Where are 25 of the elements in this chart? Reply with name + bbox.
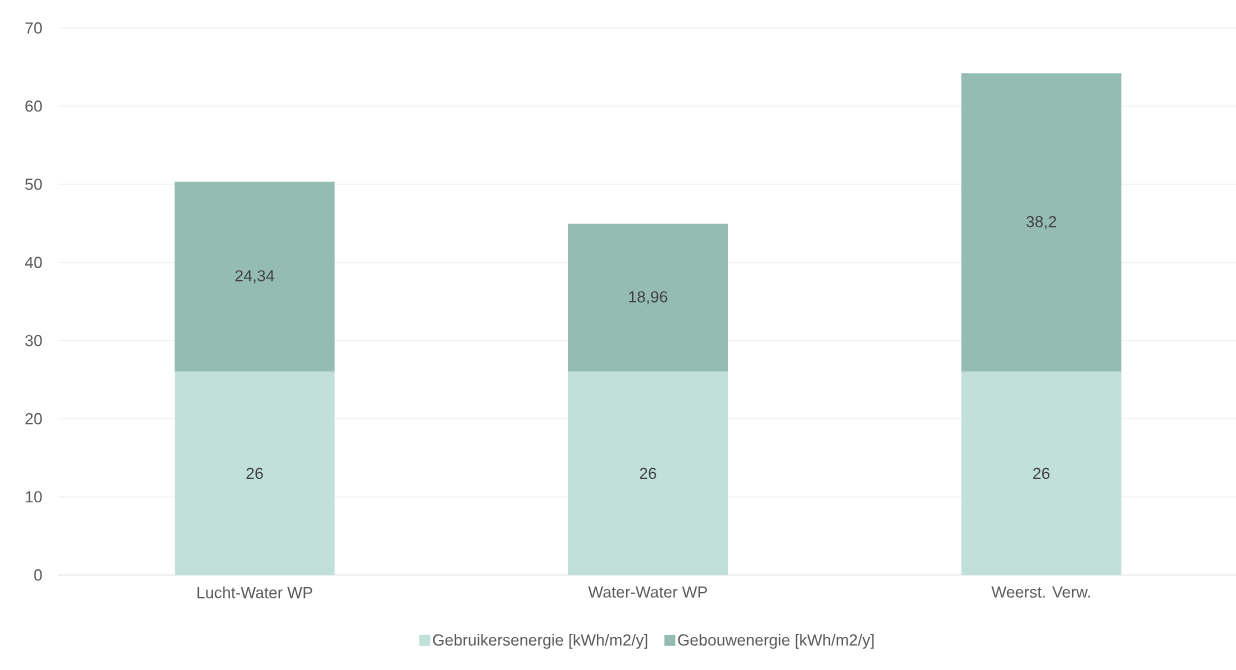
x-tick-label: Lucht-Water WP — [197, 586, 313, 599]
data-label: 24,34 — [235, 270, 275, 284]
y-tick-label: 0 — [34, 569, 42, 581]
data-label: 26 — [1033, 467, 1050, 480]
x-tick-label: Weerst. Verw. — [991, 586, 1090, 598]
y-tick-label: 40 — [25, 256, 42, 269]
y-tick-label: 20 — [25, 413, 42, 425]
legend-label: Gebouwenergie [kWh/m2/y] — [678, 633, 874, 649]
bar — [174, 181, 335, 372]
bar — [568, 371, 728, 575]
bar — [174, 371, 335, 575]
data-label: 26 — [246, 467, 263, 480]
x-tick-label: Water-Water WP — [588, 586, 707, 598]
data-label: 18,96 — [629, 291, 668, 305]
legend-label: Gebruikersenergie [kWh/m2/y] — [433, 633, 648, 649]
y-tick-label: 50 — [25, 178, 42, 190]
bar — [568, 223, 728, 372]
y-tick-label: 10 — [25, 491, 42, 503]
y-tick-label: 60 — [25, 100, 42, 112]
data-label: 38,2 — [1026, 215, 1057, 230]
y-tick-label: 70 — [25, 22, 42, 34]
y-tick-label: 30 — [25, 334, 42, 347]
data-label: 26 — [639, 467, 657, 480]
bar — [961, 371, 1122, 575]
bar — [961, 73, 1122, 372]
